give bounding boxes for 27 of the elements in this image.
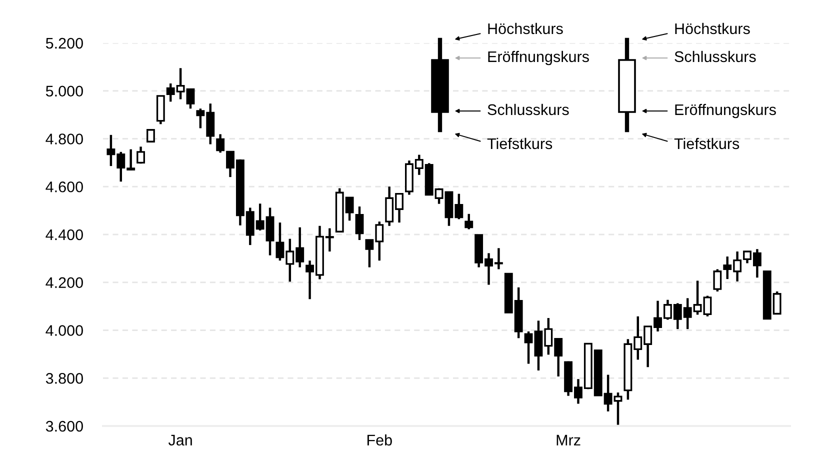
annotation: Schlusskurs — [674, 50, 756, 62]
annotation: Tiefstkurs — [674, 138, 740, 150]
y-tick-label: 4.200 — [46, 277, 83, 288]
y-tick-label: 5.000 — [46, 86, 83, 97]
y-tick-label: 5.200 — [46, 38, 83, 49]
y-tick-label: 4.400 — [46, 229, 83, 240]
candlestick — [355, 205, 364, 242]
y-tick-label: 3.800 — [46, 372, 83, 384]
annotation: Eröffnungskurs — [675, 104, 776, 118]
candlestick — [146, 129, 155, 142]
annotation: Schlusskurs — [488, 104, 569, 116]
annotation: Tiefstkurs — [487, 138, 552, 150]
candlestick — [464, 212, 474, 230]
candlestick — [524, 330, 533, 365]
candlestick — [713, 268, 722, 293]
annotation: Eröffnungskurs — [488, 50, 589, 66]
candlestick — [216, 133, 225, 154]
text: Höchstkurs — [675, 22, 750, 34]
x-tick-label: Jan — [168, 434, 192, 446]
y-tick-label: 4.000 — [46, 325, 83, 336]
y-tick-label: 4.800 — [46, 134, 83, 144]
x-tick-label: Feb — [367, 434, 392, 446]
x-tick-label: Mrz — [556, 434, 580, 446]
y-tick-label: 4.600 — [46, 181, 83, 192]
text: Höchstkurs — [488, 22, 563, 34]
candlestick — [136, 146, 145, 165]
y-tick-label: 3.600 — [46, 420, 83, 432]
